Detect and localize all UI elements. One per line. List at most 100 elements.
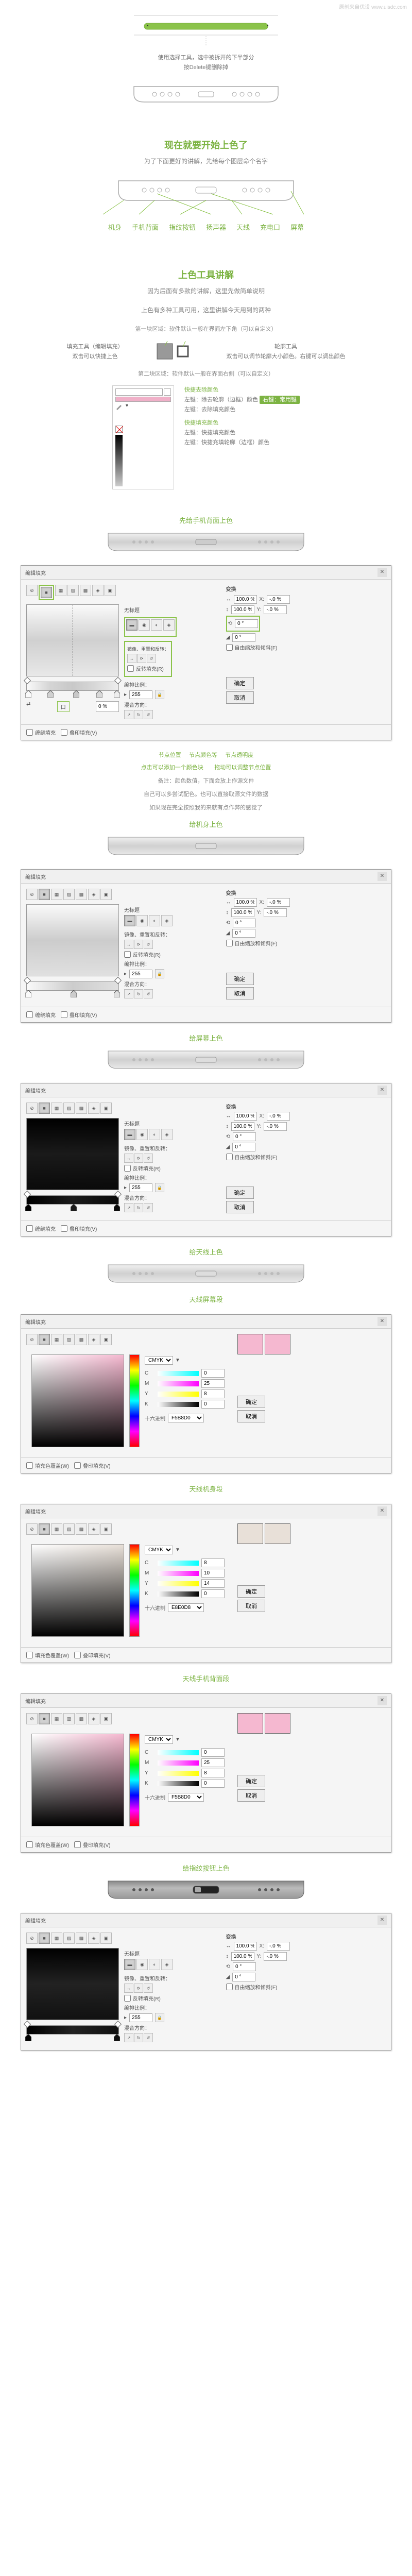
click-add-note: 点击可以添加一个颜色块 拖动可以调整节点位置: [0, 763, 412, 771]
section2-title: 现在就要开始上色了: [21, 138, 391, 151]
cancel-2[interactable]: 取消: [226, 987, 254, 999]
layer-labels: 机身 手机背面 指纹按钮 扬声器 天线 充电口 屏幕: [21, 222, 391, 232]
gradient-slider-final[interactable]: [26, 2025, 119, 2035]
square-btn[interactable]: ◈: [163, 619, 175, 631]
gradient-fill-btn[interactable]: ▦: [55, 585, 66, 596]
tool-title: 上色工具讲解: [21, 268, 391, 281]
saturation-panel[interactable]: [31, 1354, 124, 1447]
final-title: 给指纹按钮上色: [0, 1863, 412, 1873]
quick-fill: 快捷填充颜色: [184, 418, 300, 427]
swap-icon[interactable]: ⇄: [26, 701, 30, 712]
y-input[interactable]: [264, 605, 287, 614]
dialog-title-2: 编辑填充: [25, 873, 46, 880]
left-click-fill: 左键：去除填充颜色: [184, 405, 300, 413]
solid-fill-btn[interactable]: ■: [41, 587, 52, 598]
cancel-c3[interactable]: 取消: [237, 1789, 265, 1802]
gradient-slider[interactable]: [26, 682, 119, 691]
label-charge: 充电口: [260, 222, 280, 232]
hue-strip-2[interactable]: [129, 1544, 140, 1637]
blend3[interactable]: ↺: [144, 710, 153, 719]
color-dialog-2: 编辑填充 ✕ ⊘■▦▨▩◈▣ CMYK▼ C M Y K 十六进制E8E0D8: [21, 1504, 391, 1663]
fill-tool-desc: 双击可以快捷上色: [67, 352, 124, 360]
left-quick: 左键：快捷填充颜色: [184, 428, 300, 436]
ok-c2[interactable]: 确定: [237, 1585, 265, 1598]
label-back: 手机背面: [132, 222, 159, 232]
phone-labeled-diagram: [77, 176, 335, 217]
height-input[interactable]: [231, 605, 254, 614]
radial-btn[interactable]: ◉: [139, 619, 150, 631]
color-title-1: 天线屏幕段: [0, 1294, 412, 1304]
gradient-dialog-2: 编辑填充 ✕ ⊘■▦▨▩◈▣ 无标题 ▬◉◐◈: [21, 869, 391, 1023]
pencil-icon: [115, 403, 123, 410]
close-button[interactable]: ✕: [377, 568, 387, 577]
close-color-1[interactable]: ✕: [377, 1317, 387, 1326]
color-dialog-1: 编辑填充 ✕ ⊘■▦▨▩◈▣ CMYK▼ C M Y K 十六进制F5B8D0: [21, 1314, 391, 1473]
gradient-preview-2: [26, 904, 119, 976]
new-color: [237, 1334, 263, 1354]
ok-button[interactable]: 确定: [226, 677, 254, 689]
cancel-c1[interactable]: 取消: [237, 1410, 265, 1422]
postscript-fill-btn[interactable]: ◈: [92, 585, 104, 596]
width-input[interactable]: [234, 595, 257, 604]
overprint-check[interactable]: [61, 729, 67, 736]
freescale-check[interactable]: [226, 644, 233, 651]
color-title-3: 天线手机背面段: [0, 1673, 412, 1683]
bitmap-fill-btn[interactable]: ▣: [105, 585, 116, 596]
mirror-btn[interactable]: ↔: [127, 654, 136, 663]
linear-btn[interactable]: ▬: [126, 619, 138, 631]
phone-split-diagram: [103, 10, 309, 52]
model-select[interactable]: CMYK: [145, 1356, 173, 1365]
saturation-panel-2[interactable]: [31, 1544, 124, 1637]
x-input[interactable]: [267, 595, 290, 604]
skew-input[interactable]: [232, 633, 255, 642]
close-color-2[interactable]: ✕: [377, 1506, 387, 1516]
conical-btn[interactable]: ◐: [151, 619, 162, 631]
gradient-dialog-3: 编辑填充 ✕ ⊘■▦▨▩◈▣ 无标题 ▬◉◐◈ 镜像、重置和: [21, 1083, 391, 1236]
instruction-1: 使用选择工具，选中被拆开的下半部分: [21, 53, 391, 61]
ok-3[interactable]: 确定: [226, 1187, 254, 1199]
quick-remove: 快捷去除颜色: [184, 385, 300, 394]
ok-2[interactable]: 确定: [226, 973, 254, 985]
fill-outline-icon: [154, 341, 196, 362]
phone-fingerprint-colored: [77, 1877, 335, 1903]
saturation-panel-3[interactable]: [31, 1734, 124, 1826]
section2-subtitle: 为了下面更好的讲解，先给每个图层命个名字: [21, 157, 391, 165]
pos-input[interactable]: [96, 701, 119, 712]
gradient-preview-3: [26, 1118, 119, 1190]
no-fill-btn[interactable]: ⊘: [26, 585, 38, 596]
blend2[interactable]: ↻: [134, 710, 143, 719]
watermark: 原创来自优设 www.uisdc.com: [339, 3, 407, 10]
gradient-slider-3[interactable]: [26, 1195, 119, 1205]
rotation-input[interactable]: [235, 619, 258, 628]
tool-sub2: 上色有多种工具可用，这里讲解今天用到的两种: [21, 306, 391, 314]
left-click-remove: 左键：除去轮廓（边框）颜色 右键：常用键: [184, 395, 300, 403]
repeat-btn[interactable]: ⟳: [137, 654, 146, 663]
blend1[interactable]: ↗: [124, 710, 133, 719]
winding-check[interactable]: [26, 729, 33, 736]
reverse-check[interactable]: [127, 665, 134, 672]
gradient-dialog-1: 编辑填充 ✕ ⊘ ■ ▦ ▨ ▩ ◈ ▣: [21, 565, 391, 740]
close-final[interactable]: ✕: [377, 1916, 387, 1925]
cancel-button[interactable]: 取消: [226, 691, 254, 704]
gradient-preview-final: [26, 1948, 119, 2020]
reverse-btn[interactable]: ↺: [147, 654, 156, 663]
gradient-slider-2[interactable]: [26, 981, 119, 991]
gradient-preview: [26, 604, 119, 676]
stream-label: 编排比例：: [124, 681, 150, 688]
ok-c1[interactable]: 确定: [237, 1396, 265, 1408]
close-button-3[interactable]: ✕: [377, 1086, 387, 1095]
pattern-fill-btn[interactable]: ▨: [67, 585, 79, 596]
close-button-2[interactable]: ✕: [377, 872, 387, 881]
gradient-dialog-final: 编辑填充 ✕ ⊘■▦▨▩◈▣ 无标题 ▬◉◐◈ 镜像、重置和反转：: [21, 1913, 391, 2050]
hue-strip-3[interactable]: [129, 1734, 140, 1826]
texture-fill-btn[interactable]: ▩: [80, 585, 91, 596]
stream-input[interactable]: [129, 690, 152, 699]
hue-strip[interactable]: [129, 1354, 140, 1447]
ok-c3[interactable]: 确定: [237, 1775, 265, 1787]
dialog-title: 编辑填充: [25, 569, 46, 577]
fill-tool-label: 填充工具（编辑填充）: [67, 342, 124, 350]
old-color: [265, 1334, 290, 1354]
cancel-3[interactable]: 取消: [226, 1201, 254, 1213]
close-color-3[interactable]: ✕: [377, 1696, 387, 1705]
cancel-c2[interactable]: 取消: [237, 1600, 265, 1612]
